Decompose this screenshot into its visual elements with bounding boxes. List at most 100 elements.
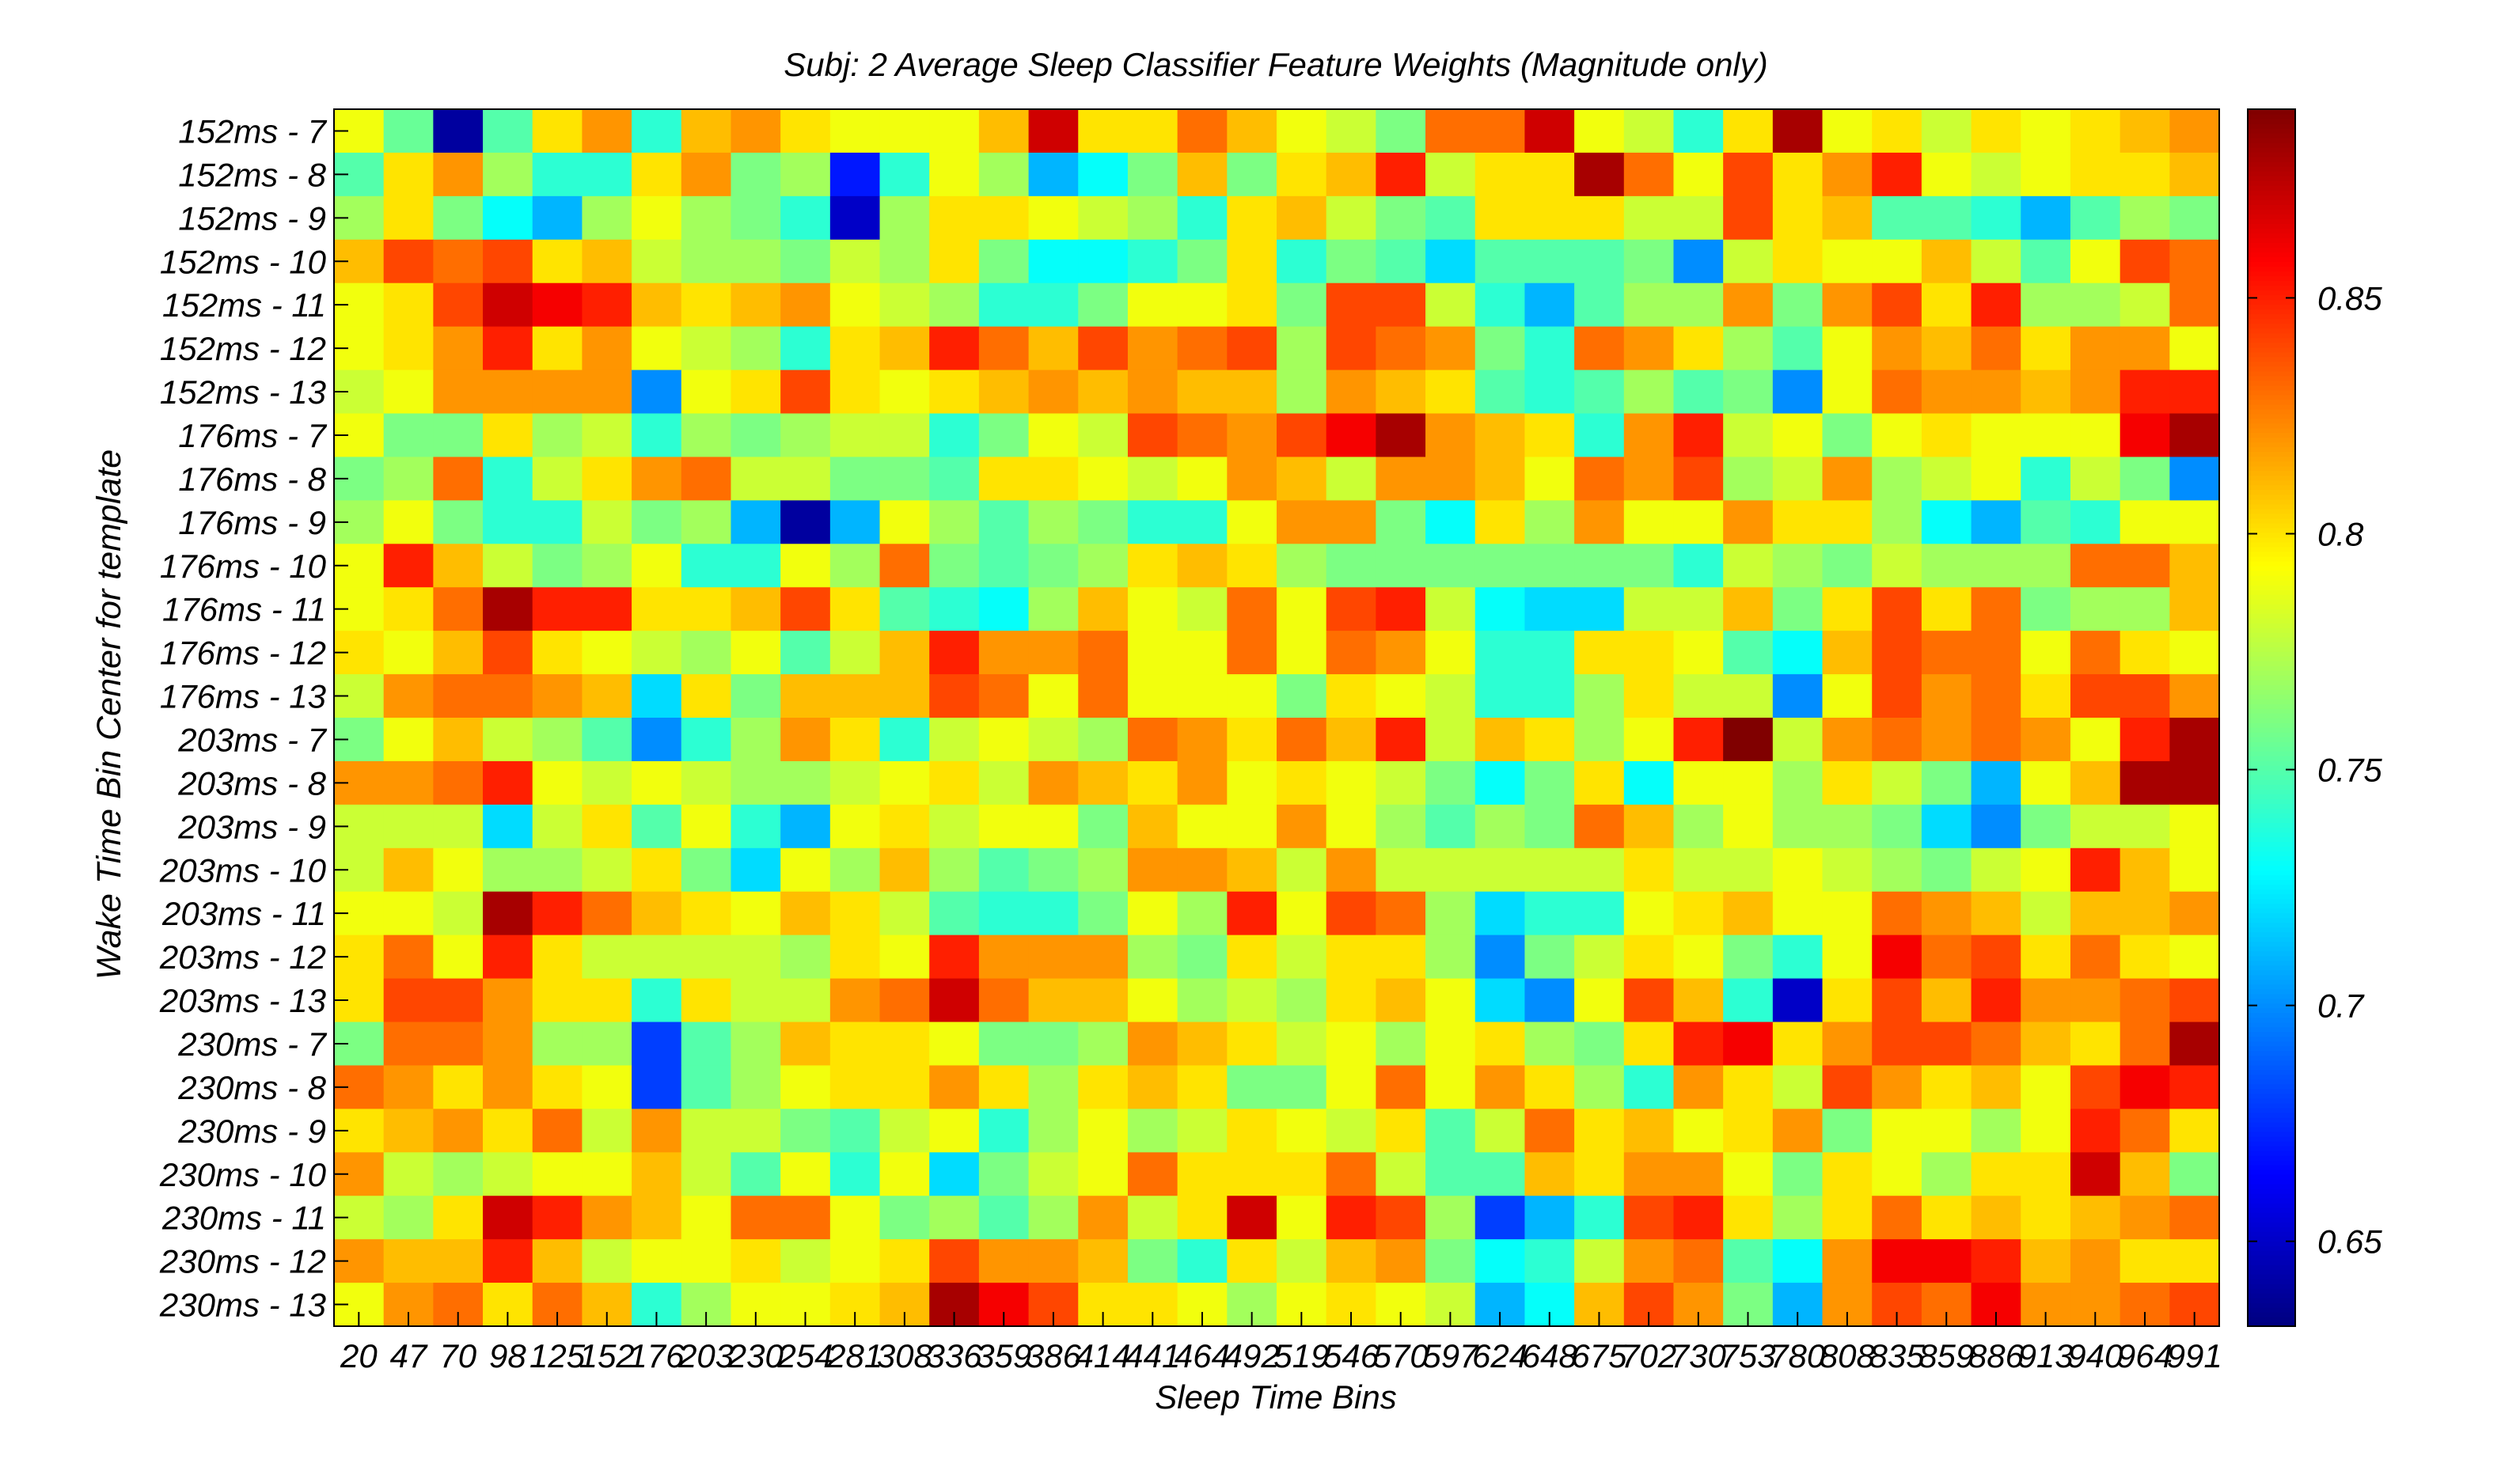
heatmap-cell bbox=[433, 1022, 484, 1067]
heatmap-cell bbox=[681, 239, 732, 284]
heatmap-cell bbox=[2120, 587, 2170, 631]
heatmap-cell bbox=[978, 282, 1030, 328]
heatmap-cell bbox=[1376, 674, 1426, 718]
heatmap-cell bbox=[1872, 152, 1922, 197]
heatmap-cell bbox=[681, 500, 732, 544]
heatmap-cell bbox=[879, 1152, 930, 1196]
heatmap-cell bbox=[1376, 631, 1426, 675]
colorbar-segment bbox=[2248, 1188, 2295, 1194]
colorbar-segment bbox=[2248, 1169, 2295, 1175]
heatmap-cell bbox=[1623, 413, 1675, 458]
heatmap-cell bbox=[780, 587, 831, 631]
heatmap-cell bbox=[2021, 978, 2071, 1023]
y-tick-label: 203ms - 13 bbox=[159, 982, 326, 1019]
heatmap-cell bbox=[632, 1152, 682, 1196]
heatmap-cell bbox=[1177, 457, 1228, 501]
heatmap-cell bbox=[1177, 1065, 1228, 1109]
heatmap-cell bbox=[532, 413, 583, 458]
heatmap-cell bbox=[1078, 457, 1129, 501]
heatmap-cell bbox=[383, 152, 434, 197]
heatmap-cell bbox=[780, 631, 831, 675]
heatmap-cell bbox=[2021, 718, 2071, 762]
heatmap-cell bbox=[2070, 109, 2121, 154]
colorbar-segment bbox=[2248, 157, 2295, 162]
heatmap-cell bbox=[929, 544, 980, 588]
heatmap-cell bbox=[1227, 413, 1277, 458]
heatmap-cell bbox=[1772, 457, 1824, 501]
colorbar-segment bbox=[2248, 446, 2295, 453]
heatmap-cell bbox=[929, 935, 980, 980]
heatmap-cell bbox=[681, 282, 732, 328]
heatmap-cell bbox=[1078, 978, 1129, 1023]
heatmap-cell bbox=[1227, 282, 1277, 328]
heatmap-cell bbox=[1425, 152, 1476, 197]
heatmap-cell bbox=[1277, 282, 1327, 328]
heatmap-cell bbox=[2120, 413, 2170, 458]
heatmap-cell bbox=[1474, 239, 1526, 284]
colorbar-segment bbox=[2248, 223, 2295, 229]
heatmap-cell bbox=[433, 1239, 484, 1283]
heatmap-cell bbox=[2120, 152, 2170, 197]
heatmap-cell bbox=[1524, 1152, 1575, 1196]
heatmap-cell bbox=[532, 978, 583, 1023]
heatmap-cell bbox=[433, 282, 484, 328]
heatmap-cell bbox=[879, 195, 930, 241]
heatmap-cell bbox=[1028, 1109, 1079, 1153]
x-tick-label: 964 bbox=[2117, 1337, 2173, 1374]
heatmap-cell bbox=[929, 1239, 980, 1283]
heatmap-cell bbox=[1772, 326, 1824, 371]
heatmap-cell bbox=[1921, 109, 1972, 154]
heatmap-cell bbox=[1673, 1022, 1724, 1067]
colorbar-segment bbox=[2248, 798, 2295, 804]
heatmap-cell bbox=[780, 1109, 831, 1153]
heatmap-cell bbox=[731, 1065, 781, 1109]
heatmap-cell bbox=[1772, 500, 1824, 544]
heatmap-cell bbox=[2021, 326, 2071, 371]
heatmap-cell bbox=[1425, 631, 1476, 675]
heatmap-cell bbox=[879, 1109, 930, 1153]
heatmap-cell bbox=[433, 500, 484, 544]
x-tick-label: 859 bbox=[1918, 1337, 1974, 1374]
heatmap-cell bbox=[1872, 500, 1922, 544]
heatmap-cell bbox=[1474, 1109, 1526, 1153]
heatmap-cell bbox=[582, 109, 632, 154]
heatmap-cell bbox=[582, 1239, 632, 1283]
heatmap-cell bbox=[829, 891, 881, 936]
heatmap-cell bbox=[879, 239, 930, 284]
heatmap-cell bbox=[1524, 1022, 1575, 1067]
colorbar-segment bbox=[2248, 204, 2295, 210]
heatmap-cell bbox=[1921, 1196, 1972, 1240]
heatmap-cell bbox=[1524, 760, 1575, 806]
heatmap-cell bbox=[1623, 1239, 1675, 1283]
colorbar-segment bbox=[2248, 209, 2295, 214]
heatmap-cell bbox=[731, 370, 781, 415]
heatmap-cell bbox=[829, 1022, 881, 1067]
heatmap-cell bbox=[1028, 847, 1079, 893]
heatmap-cell bbox=[1673, 500, 1724, 544]
heatmap-cell bbox=[1872, 674, 1922, 718]
heatmap-cell bbox=[1524, 457, 1575, 501]
heatmap-cell bbox=[433, 631, 484, 675]
heatmap-cell bbox=[1971, 978, 2021, 1023]
heatmap-cell bbox=[1277, 1196, 1327, 1240]
heatmap-cell bbox=[632, 891, 682, 936]
heatmap-cell bbox=[2169, 239, 2220, 284]
x-tick-label: 125 bbox=[529, 1337, 586, 1374]
heatmap-cell bbox=[383, 500, 434, 544]
heatmap-cell bbox=[1177, 631, 1228, 675]
heatmap-cell bbox=[731, 804, 781, 849]
heatmap-cell bbox=[1127, 1152, 1178, 1196]
heatmap-cell bbox=[2120, 1109, 2170, 1153]
heatmap-cell bbox=[1078, 718, 1129, 762]
colorbar-segment bbox=[2248, 218, 2295, 224]
heatmap-cell bbox=[2021, 1109, 2071, 1153]
heatmap-cell bbox=[1574, 1196, 1625, 1240]
heatmap-cell bbox=[1822, 1239, 1873, 1283]
heatmap-cell bbox=[1822, 1152, 1873, 1196]
heatmap-cell bbox=[1921, 326, 1972, 371]
heatmap-cell bbox=[731, 1109, 781, 1153]
heatmap-cell bbox=[1127, 457, 1178, 501]
heatmap-cell bbox=[483, 282, 533, 328]
colorbar-segment bbox=[2248, 984, 2295, 990]
heatmap-cell bbox=[681, 370, 732, 415]
